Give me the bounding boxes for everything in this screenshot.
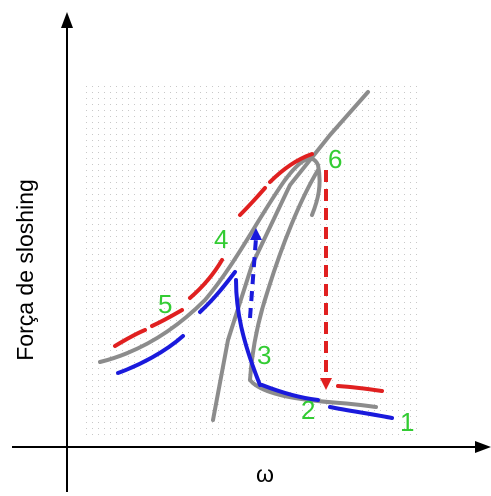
point-label-6: 6 [328,144,342,174]
backbone-curves [98,90,378,422]
x-axis-arrowhead [475,441,491,453]
x-axis-label: ω [256,461,274,487]
point-label-2: 2 [301,395,315,425]
point-labels: 1 2 3 4 5 6 [158,144,414,437]
point-label-5: 5 [158,289,172,319]
red-segment-mid [150,308,184,328]
backbone-lower-tail [248,378,378,409]
blue-segment-left [116,334,185,375]
point-label-3: 3 [257,340,271,370]
upper-branch-red [113,152,384,393]
red-segment-low [113,328,147,348]
red-segment-top [268,152,314,184]
backbone-line-straight [211,90,370,422]
axes [12,24,484,492]
jump-down-arrowhead [320,378,332,390]
backbone-inner-curve [248,168,320,382]
jump-up-dashed-line [248,237,258,319]
red-segment-4 [238,186,267,217]
y-axis-arrowhead [61,12,73,28]
y-axis-label: Força de sloshing [12,179,38,361]
jump-up-arrowhead [250,228,262,240]
blue-segment-1 [328,405,394,420]
jump-up-arrow [248,228,262,319]
blue-segment-5 [198,270,237,314]
red-segment-5 [188,258,224,300]
blue-segment-3 [234,278,262,387]
red-segment-tail [336,384,384,393]
plot-area-dotted-background [82,82,417,437]
lower-branch-blue [116,270,394,420]
jump-down-arrow [320,170,332,390]
point-label-4: 4 [214,224,228,254]
blue-segment-2 [260,383,320,402]
point-label-1: 1 [400,407,414,437]
